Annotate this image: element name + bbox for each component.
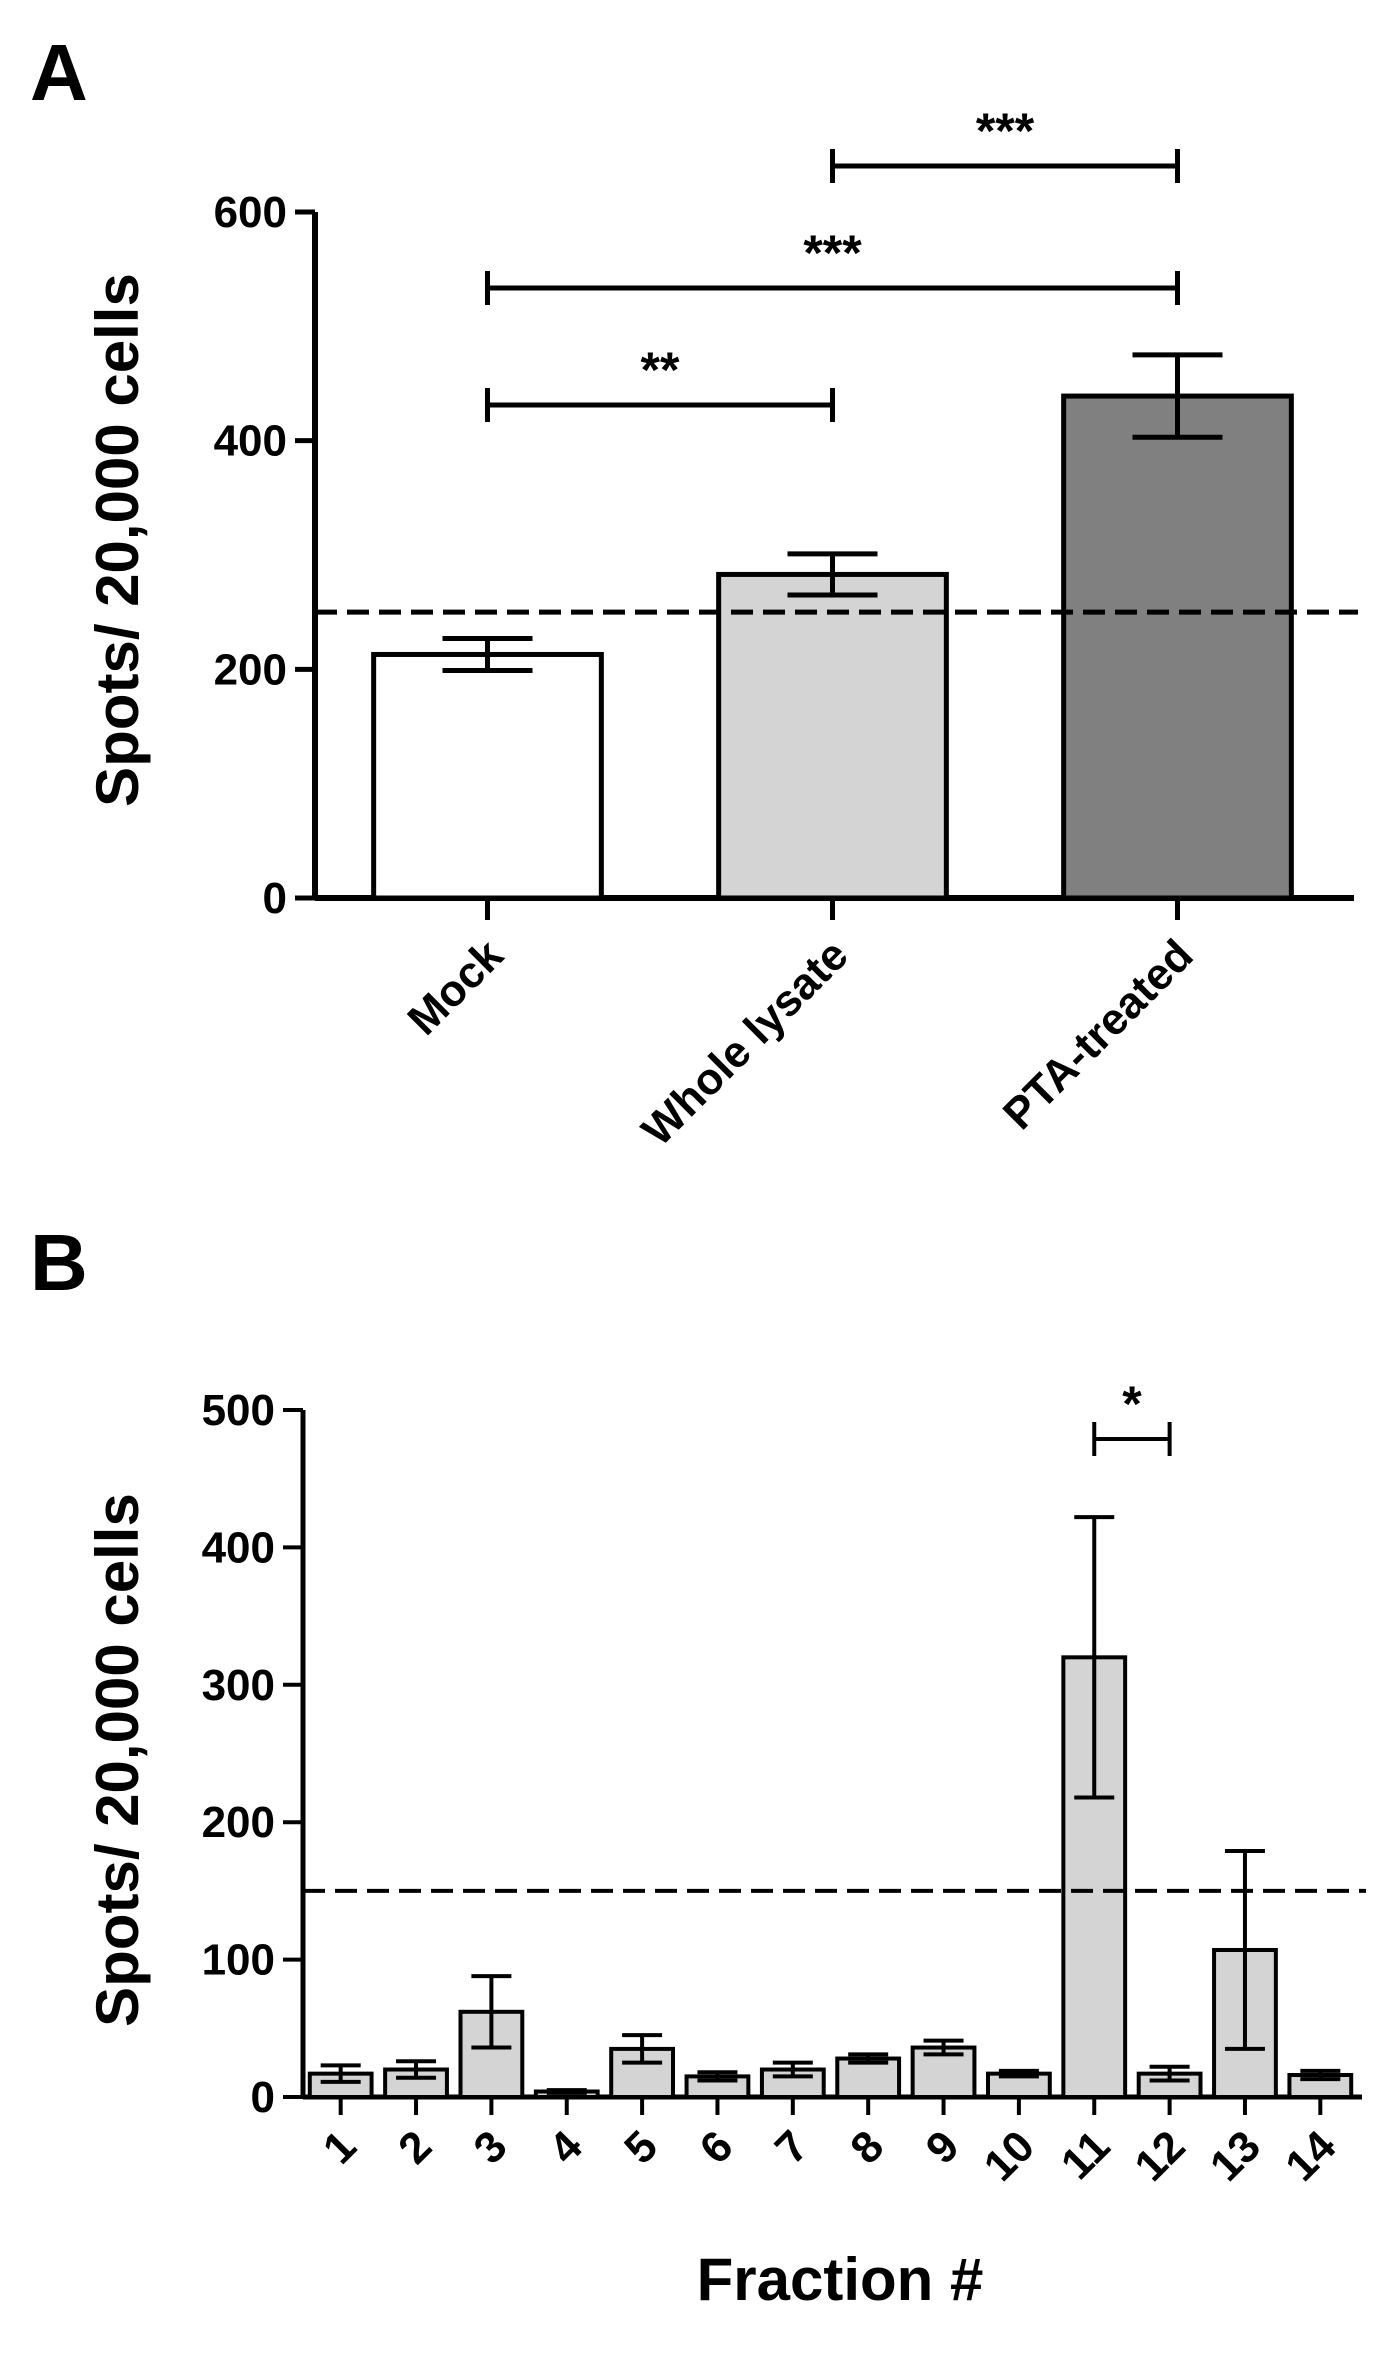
y-tick-label: 400	[202, 1523, 275, 1572]
x-category-label: PTA-treated	[994, 930, 1203, 1139]
bar-Mock	[371, 651, 604, 901]
x-category-label: 5	[615, 2121, 667, 2173]
y-tick-label: 0	[251, 2073, 275, 2122]
y-tick-label: 0	[263, 874, 287, 923]
chart-panel-b: B Spots/ 20,000 cells * 0 100 200 300 400 500…	[30, 1218, 1366, 2313]
x-category-label: 6	[691, 2121, 743, 2173]
x-category-label: 14	[1276, 2121, 1346, 2191]
x-axis-label-b: Fraction #	[697, 2246, 984, 2313]
bars-b	[307, 1655, 1354, 2115]
bars-a	[371, 393, 1294, 920]
x-category-label: 1	[314, 2121, 366, 2173]
x-category-label: 3	[465, 2121, 517, 2173]
y-axis-label-b: Spots/ 20,000 cells	[84, 1493, 151, 2027]
y-tick-label: 200	[202, 1798, 275, 1847]
bar-Whole lysate	[716, 571, 949, 901]
x-category-labels-a: Mock Whole lysate PTA-treated	[398, 930, 1202, 1155]
significance-label: ***	[976, 103, 1035, 159]
y-tick-label: 300	[202, 1661, 275, 1710]
y-tick-label: 500	[202, 1386, 275, 1435]
x-category-labels-b: 1 2 3 4 5 6 7 8 9 10 11 12 13 14	[314, 2121, 1346, 2191]
y-ticks-b: 0 100 200 300 400 500	[202, 1386, 303, 2122]
y-tick-label: 100	[202, 1936, 275, 1985]
x-category-label: Whole lysate	[633, 930, 858, 1155]
x-category-label: 2	[389, 2121, 441, 2173]
x-category-label: 11	[1052, 2121, 1120, 2189]
x-category-label: Mock	[398, 930, 513, 1045]
x-category-label: 13	[1201, 2121, 1270, 2190]
x-category-label: 7	[766, 2121, 818, 2173]
x-category-label: 4	[540, 2121, 592, 2173]
significance-label: *	[1122, 1376, 1142, 1432]
significance-label: ***	[803, 225, 862, 281]
chart-panel-a: A Spots/ 20,000 cells ******** 020040060…	[30, 28, 1358, 1155]
significance-label: **	[641, 342, 680, 398]
panel-letter-b: B	[30, 1218, 88, 1307]
error-bars-a	[442, 352, 1223, 673]
significance-brackets-a: ********	[485, 103, 1180, 422]
error-bars-b	[320, 1515, 1341, 2095]
y-axis-label-a: Spots/ 20,000 cells	[84, 273, 151, 807]
y-ticks-a: 0 200 400 600	[214, 188, 315, 923]
x-category-label: 10	[975, 2121, 1044, 2190]
bar-PTA-treated	[1061, 393, 1294, 901]
y-tick-label: 600	[214, 188, 287, 237]
x-category-label: 9	[917, 2121, 969, 2173]
x-category-label: 12	[1125, 2121, 1194, 2190]
y-tick-label: 400	[214, 417, 287, 466]
significance-brackets-b: *	[1092, 1376, 1172, 1456]
axes-b	[300, 1410, 1362, 2100]
x-category-label: 8	[841, 2121, 893, 2173]
y-tick-label: 200	[214, 645, 287, 694]
panel-letter-a: A	[30, 28, 88, 117]
